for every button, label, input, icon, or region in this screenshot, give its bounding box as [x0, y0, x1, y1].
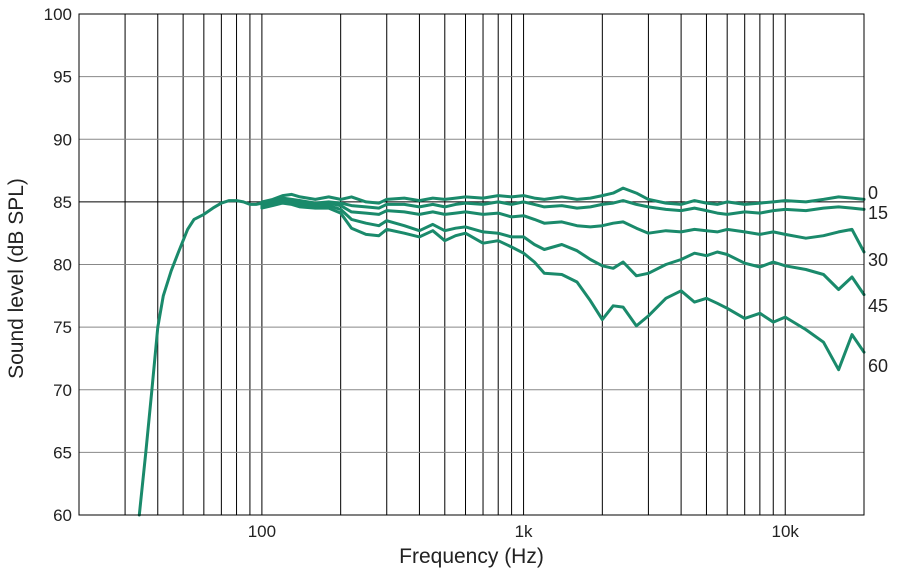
- y-axis-title: Sound level (dB SPL): [5, 178, 28, 379]
- plot-frame: [78, 13, 865, 516]
- series-label-45: 45: [868, 296, 888, 316]
- y-tick-label: 100: [44, 5, 72, 24]
- series-line-0: [260, 186, 866, 206]
- y-tick-label: 60: [53, 506, 72, 525]
- series-labels: 015 30 45 60: [868, 183, 888, 376]
- series-label-15: 15: [868, 203, 888, 223]
- y-tick-label: 85: [53, 193, 72, 212]
- y-tick-label: 75: [53, 318, 72, 337]
- tick-labels: 60 65 70 75 80 85 90 95 100 100 1k 10k: [44, 5, 800, 541]
- y-tick-label: 70: [53, 381, 72, 400]
- y-tick-label: 80: [53, 256, 72, 275]
- series-label-60: 60: [868, 356, 888, 376]
- series-line-60: [260, 201, 866, 372]
- y-tick-label: 90: [53, 130, 72, 149]
- x-tick-label: 1k: [515, 522, 533, 541]
- series-line-15: [260, 196, 866, 216]
- series-line-45: [260, 200, 866, 297]
- series-group: [137, 186, 866, 517]
- y-tick-label: 65: [53, 443, 72, 462]
- x-tick-label: 100: [248, 522, 276, 541]
- series-label-0: 0: [868, 183, 878, 203]
- series-label-30: 30: [868, 250, 888, 270]
- y-tick-label: 95: [53, 68, 72, 87]
- x-tick-label: 10k: [772, 522, 800, 541]
- x-axis-title: Frequency (Hz): [399, 545, 544, 568]
- series-line-30: [260, 199, 866, 254]
- series-line-low-end: [137, 199, 264, 517]
